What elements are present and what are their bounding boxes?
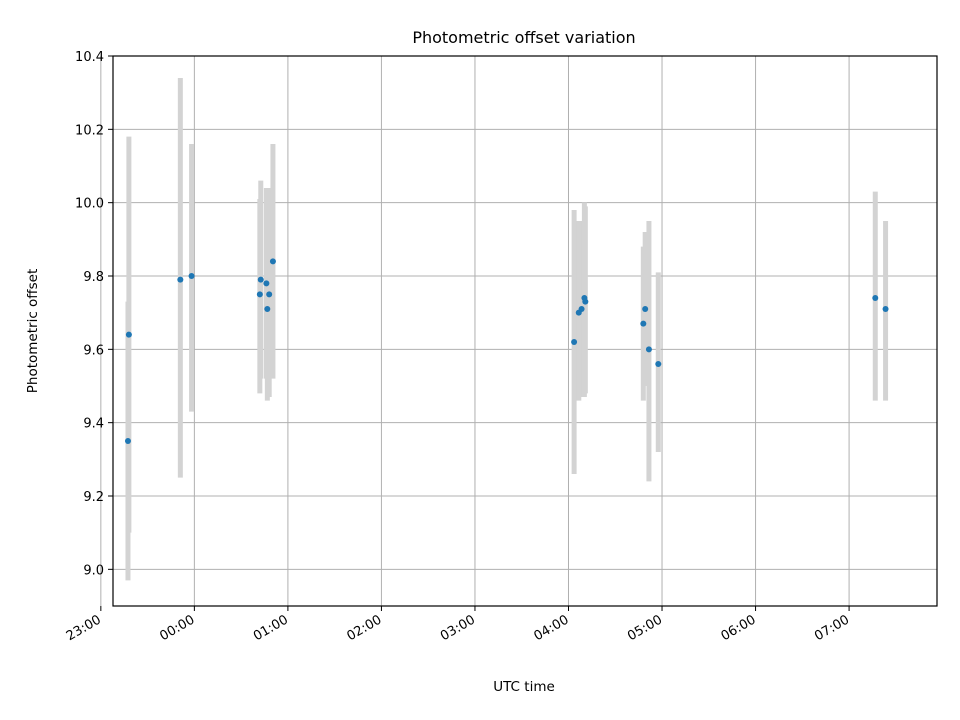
data-point (266, 291, 273, 298)
y-tick-label: 9.4 (83, 417, 104, 432)
data-point (124, 438, 131, 444)
data-point (257, 276, 264, 283)
data-point (578, 306, 585, 312)
y-axis-label: Photometric offset (25, 269, 41, 393)
data-point (645, 346, 652, 353)
data-point (256, 291, 263, 298)
data-point (642, 306, 649, 312)
data-point (263, 280, 270, 287)
data-point (269, 258, 276, 265)
data-point (188, 273, 195, 279)
data-point (582, 298, 589, 305)
data-point (872, 295, 879, 301)
y-tick-label: 10.0 (75, 197, 104, 212)
y-tick-label: 10.4 (75, 50, 104, 65)
x-tick-label: 05:00 (625, 612, 665, 644)
x-axis-label: UTC time (493, 679, 555, 695)
data-point (264, 306, 271, 312)
x-tick-label: 23:00 (64, 612, 104, 644)
x-tick-label: 07:00 (812, 612, 852, 644)
grid-lines (100, 55, 937, 606)
error-bars (125, 78, 889, 581)
y-tick-label: 9.8 (83, 270, 104, 285)
x-tick-label: 01:00 (251, 612, 291, 644)
x-tick-label: 03:00 (438, 612, 478, 644)
x-tick-label: 02:00 (344, 612, 384, 644)
data-points (124, 258, 889, 444)
data-point (177, 276, 184, 283)
data-point (125, 331, 132, 338)
data-point (655, 361, 662, 367)
x-tick-label: 06:00 (719, 612, 759, 644)
y-tick-label: 9.6 (83, 343, 104, 358)
y-tick-label: 9.0 (83, 563, 104, 578)
plot-frame (112, 55, 938, 607)
data-point (571, 339, 578, 345)
data-point (882, 306, 889, 312)
y-tick-label: 10.2 (75, 123, 104, 138)
data-point (640, 320, 647, 327)
y-tick-label: 9.2 (83, 490, 104, 505)
x-tick-label: 04:00 (532, 612, 572, 644)
chart-title: Photometric offset variation (412, 28, 635, 47)
x-tick-label: 00:00 (157, 612, 197, 644)
